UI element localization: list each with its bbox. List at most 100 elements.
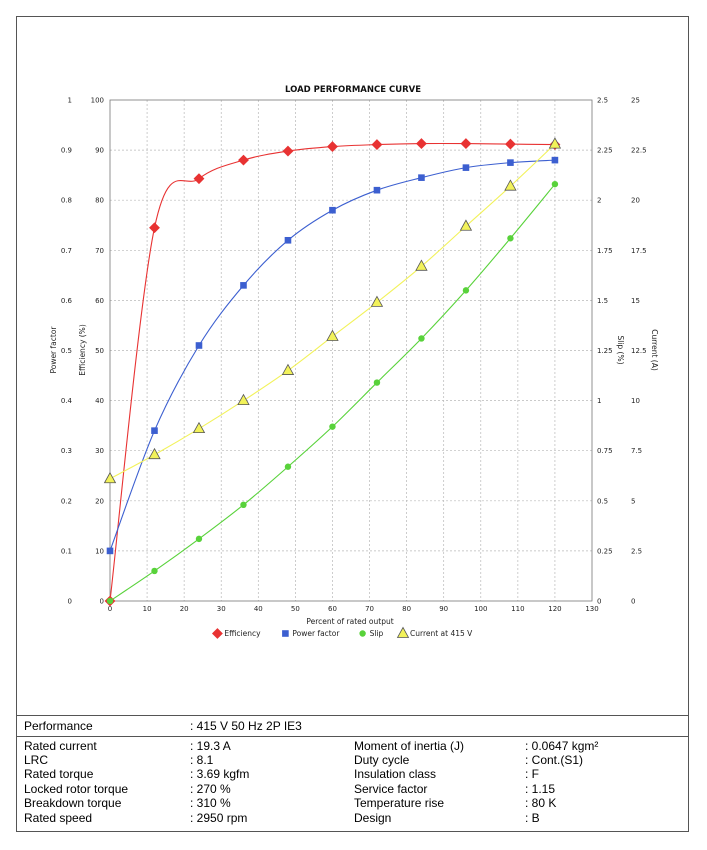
legend-item-slip: Slip — [359, 629, 384, 638]
spec-value: : F — [525, 767, 539, 781]
power-factor-tick-label: 0.1 — [61, 547, 72, 555]
power-factor-point — [240, 282, 247, 289]
spec-label: Service factor — [354, 782, 428, 796]
x-tick-label: 100 — [474, 605, 487, 613]
efficiency-tick-label: 60 — [95, 297, 104, 305]
x-tick-label: 10 — [143, 605, 152, 613]
spec-header-row: Performance : 415 V 50 Hz 2P IE3 — [17, 715, 689, 737]
power-factor-point — [462, 164, 470, 171]
power-factor-tick-label: 0.2 — [61, 497, 72, 505]
x-tick-label: 110 — [511, 605, 524, 613]
slip-curve — [109, 183, 556, 602]
current-axis-label: Current (A) — [650, 329, 659, 371]
chart-grid — [110, 100, 592, 601]
slip-point — [551, 180, 559, 188]
spec-value: : 0.0647 kgm² — [525, 739, 599, 753]
current-at-415-v-series — [103, 137, 562, 484]
x-tick-label: 80 — [402, 605, 411, 613]
legend-marker-power-factor — [282, 630, 289, 637]
slip-point — [507, 235, 514, 242]
x-tick-label: 40 — [254, 605, 263, 613]
efficiency-point — [327, 141, 338, 153]
current-at-415-v-point — [192, 421, 206, 434]
x-axis-label: Percent of rated output — [306, 617, 393, 626]
spec-label: Breakdown torque — [24, 796, 122, 810]
legend-label-efficiency: Efficiency — [224, 629, 261, 638]
spec-label: Rated current — [24, 739, 97, 753]
slip-point — [284, 463, 292, 470]
x-tick-label: 130 — [585, 605, 598, 613]
spec-value: : 2950 rpm — [190, 811, 248, 825]
slip-point — [195, 535, 203, 543]
chart-legend: Efficiency Power factor Slip Current at 415… — [211, 626, 473, 639]
power-factor-tick-label: 0 — [68, 598, 72, 606]
efficiency-point — [505, 138, 516, 150]
current-at-415-v-point — [370, 295, 384, 307]
power-factor-point — [151, 427, 158, 434]
power-factor-tick-label: 0.8 — [61, 197, 72, 205]
slip-tick-label: 0.25 — [597, 547, 613, 555]
current-tick-label: 25 — [631, 97, 640, 105]
spec-label: Locked rotor torque — [24, 782, 129, 796]
efficiency-tick-label: 0 — [100, 598, 104, 606]
spec-value: : 310 % — [190, 796, 231, 810]
power-factor-point — [106, 547, 114, 555]
power-factor-series — [106, 156, 559, 555]
current-tick-label: 15 — [631, 297, 640, 305]
slip-tick-label: 1.75 — [597, 247, 613, 255]
slip-point — [418, 335, 425, 342]
current-at-415-v-point — [504, 179, 517, 191]
x-tick-label: 60 — [328, 605, 337, 613]
x-tick-label: 50 — [291, 605, 300, 613]
spec-label: LRC — [24, 753, 49, 767]
power-factor-tick-label: 0.7 — [61, 247, 72, 255]
current-tick-label: 0 — [631, 598, 635, 606]
spec-value: : B — [525, 811, 540, 825]
power-factor-point — [284, 236, 292, 244]
spec-header-label: Performance — [24, 719, 93, 733]
efficiency-series — [104, 138, 561, 607]
power-factor-curve — [109, 159, 555, 552]
spec-value: : 1.15 — [525, 782, 556, 796]
power-factor-point — [195, 342, 203, 349]
slip-point — [151, 567, 158, 575]
slip-tick-label: 0.5 — [597, 497, 608, 505]
spec-label: Duty cycle — [354, 753, 410, 767]
spec-value: : 80 K — [525, 796, 557, 810]
current-tick-label: 20 — [631, 197, 640, 205]
x-tick-label: 0 — [108, 605, 112, 613]
efficiency-tick-label: 40 — [95, 397, 104, 405]
spec-label: Rated speed — [24, 811, 93, 825]
slip-point — [462, 287, 470, 294]
slip-series — [106, 180, 559, 605]
efficiency-point — [282, 145, 294, 157]
slip-tick-label: 1 — [597, 397, 601, 405]
x-tick-label: 70 — [365, 605, 374, 613]
power-factor-tick-label: 0.4 — [61, 397, 73, 405]
power-factor-tick-label: 0.6 — [61, 297, 73, 305]
x-tick-label: 20 — [180, 605, 189, 613]
current-at-415-v-point — [237, 393, 250, 406]
slip-axis-label: Slip (%) — [616, 335, 625, 364]
current-tick-label: 5 — [631, 497, 635, 505]
slip-tick-label: 2.25 — [597, 147, 613, 155]
efficiency-tick-label: 10 — [95, 547, 104, 555]
current-at-415-v-point — [548, 137, 562, 149]
current-tick-label: 7.5 — [631, 447, 642, 455]
current-at-415-v-point — [281, 363, 295, 375]
spec-label: Design — [354, 811, 392, 825]
spec-label: Insulation class — [354, 767, 437, 781]
power-factor-tick-label: 0.3 — [61, 447, 72, 455]
legend-item-power-factor: Power factor — [282, 629, 340, 638]
plot-area-border — [109, 99, 593, 602]
x-tick-label: 30 — [217, 605, 226, 613]
legend-item-efficiency: Efficiency — [211, 628, 261, 639]
power-factor-point — [418, 174, 425, 181]
legend-label-power-factor: Power factor — [292, 629, 340, 638]
slip-tick-label: 0.75 — [597, 447, 613, 455]
power-factor-point — [551, 156, 559, 164]
efficiency-tick-label: 90 — [95, 147, 104, 155]
current-at-415-v-point — [103, 471, 117, 484]
